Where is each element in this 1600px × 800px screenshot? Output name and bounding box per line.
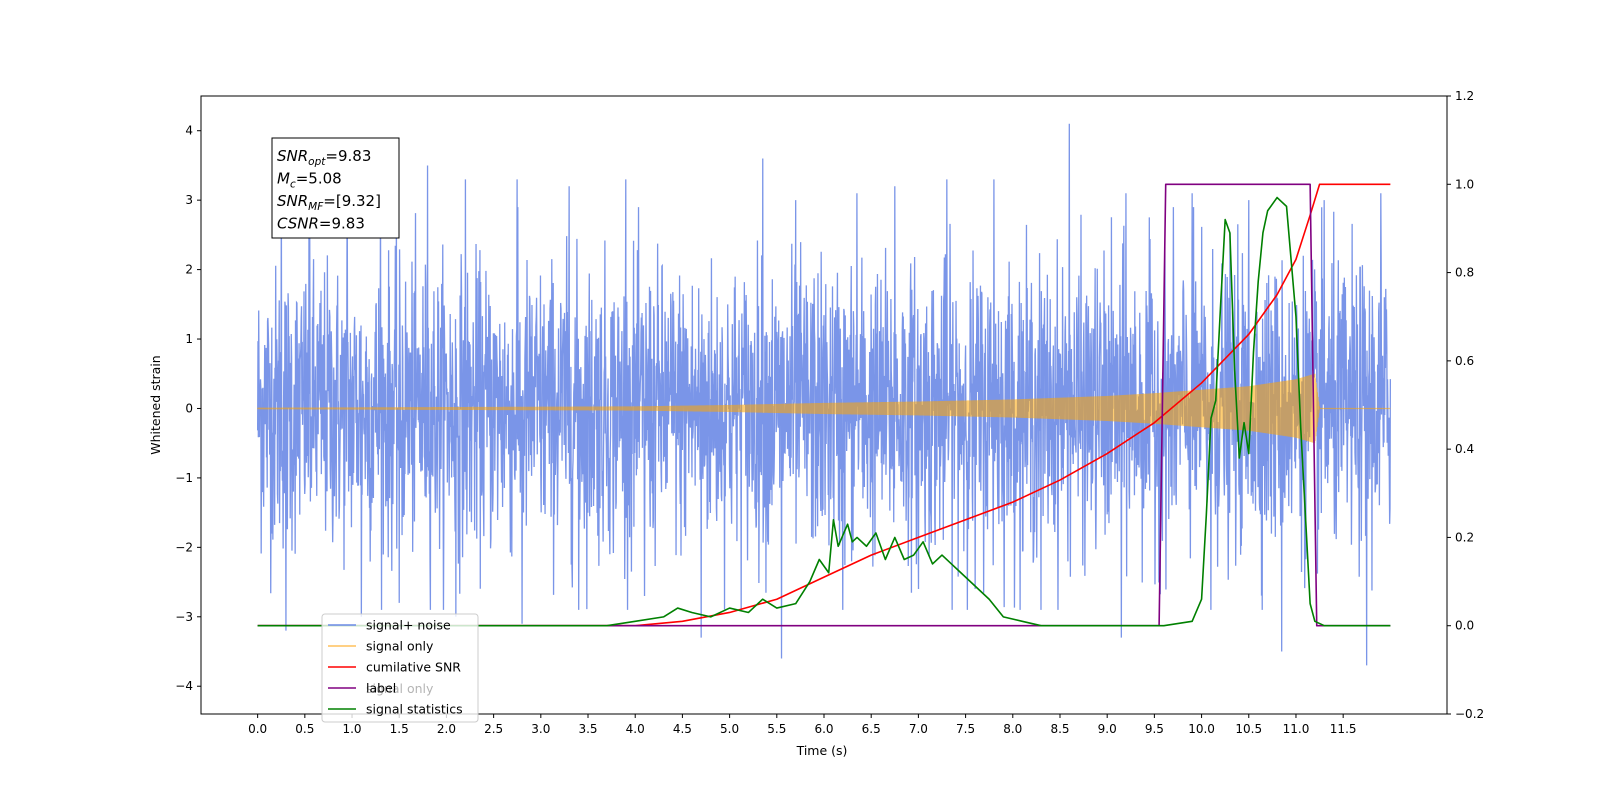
x-tick-label: 1.0 — [342, 722, 361, 736]
x-tick-label: 1.5 — [390, 722, 409, 736]
legend-label: signal+ noise — [366, 618, 451, 633]
x-tick-label: 5.0 — [720, 722, 739, 736]
y-axis-label: Whitened strain — [148, 355, 163, 454]
y-tick-label-left: −1 — [175, 471, 193, 485]
annotation-line: SNRMF=[9.32] — [277, 192, 381, 213]
x-tick-label: 7.0 — [909, 722, 928, 736]
x-tick-label: 9.5 — [1145, 722, 1164, 736]
y-tick-label-right: −0.2 — [1455, 707, 1484, 721]
x-tick-label: 6.5 — [862, 722, 881, 736]
x-tick-label: 8.0 — [1003, 722, 1022, 736]
x-tick-label: 3.0 — [531, 722, 550, 736]
legend: signal+ noise signal only cumilative SNR la… — [321, 613, 479, 723]
annotation-line: Mc=5.08 — [277, 170, 342, 191]
x-tick-label: 5.5 — [767, 722, 786, 736]
y-tick-label-right: 1.0 — [1455, 177, 1474, 191]
x-tick-label: 7.5 — [956, 722, 975, 736]
x-tick-label: 8.5 — [1050, 722, 1069, 736]
y-tick-label-left: 4 — [185, 124, 193, 138]
legend-label: cumilative SNR — [366, 660, 461, 675]
y-tick-label-left: −3 — [175, 610, 193, 624]
series-signal-statistics — [257, 196, 1391, 627]
y-axis-left: −4 −3 −2 −1 0 1 2 3 4 — [175, 124, 201, 693]
x-tick-label: 0.0 — [248, 722, 267, 736]
y-tick-label-right: 1.2 — [1455, 89, 1474, 103]
x-tick-label: 4.0 — [626, 722, 645, 736]
y-tick-label-right: 0.6 — [1455, 354, 1474, 368]
y-tick-label-right: 0.4 — [1455, 442, 1474, 456]
series-signal-noise — [256, 123, 1392, 666]
y-tick-label-left: 1 — [185, 332, 193, 346]
y-tick-label-left: 2 — [185, 263, 193, 277]
x-axis: 0.0 0.5 1.0 1.5 2.0 2.5 3.0 3.5 4.0 4.5 5.0 5.5 6.0 6… — [248, 714, 1357, 736]
plot-area — [256, 123, 1392, 666]
x-tick-label: 4.5 — [673, 722, 692, 736]
y-tick-label-right: 0.0 — [1455, 619, 1474, 633]
x-tick-label: 2.0 — [437, 722, 456, 736]
series-cumilative-snr — [257, 183, 1391, 627]
x-tick-label: 9.0 — [1098, 722, 1117, 736]
y-tick-label-right: 0.2 — [1455, 530, 1474, 544]
x-tick-label: 3.5 — [578, 722, 597, 736]
x-axis-label: Time (s) — [796, 743, 848, 758]
legend-label-obscured: signal only — [366, 681, 434, 696]
x-tick-label: 10.5 — [1235, 722, 1262, 736]
x-tick-label: 11.5 — [1330, 722, 1357, 736]
legend-frame — [321, 613, 479, 723]
x-tick-label: 11.0 — [1283, 722, 1310, 736]
x-tick-label: 0.5 — [295, 722, 314, 736]
legend-label: signal statistics — [366, 702, 463, 717]
x-tick-label: 10.0 — [1188, 722, 1215, 736]
annotation-line: SNRopt=9.83 — [277, 147, 371, 168]
annotation-line: CSNR=9.83 — [277, 215, 365, 233]
y-tick-label-left: 0 — [185, 401, 193, 415]
y-tick-label-left: −2 — [175, 540, 193, 554]
legend-label: label — [366, 681, 396, 696]
x-tick-label: 6.0 — [814, 722, 833, 736]
y-tick-label-right: 0.8 — [1455, 266, 1474, 280]
series-signal-only — [257, 373, 1391, 444]
y-tick-label-left: 3 — [185, 193, 193, 207]
y-tick-label-left: −4 — [175, 679, 193, 693]
y-axis-right: −0.2 0.0 0.2 0.4 0.6 0.8 1.0 1.2 — [1447, 89, 1484, 721]
legend-label: signal only — [366, 639, 434, 654]
x-tick-label: 2.5 — [484, 722, 503, 736]
